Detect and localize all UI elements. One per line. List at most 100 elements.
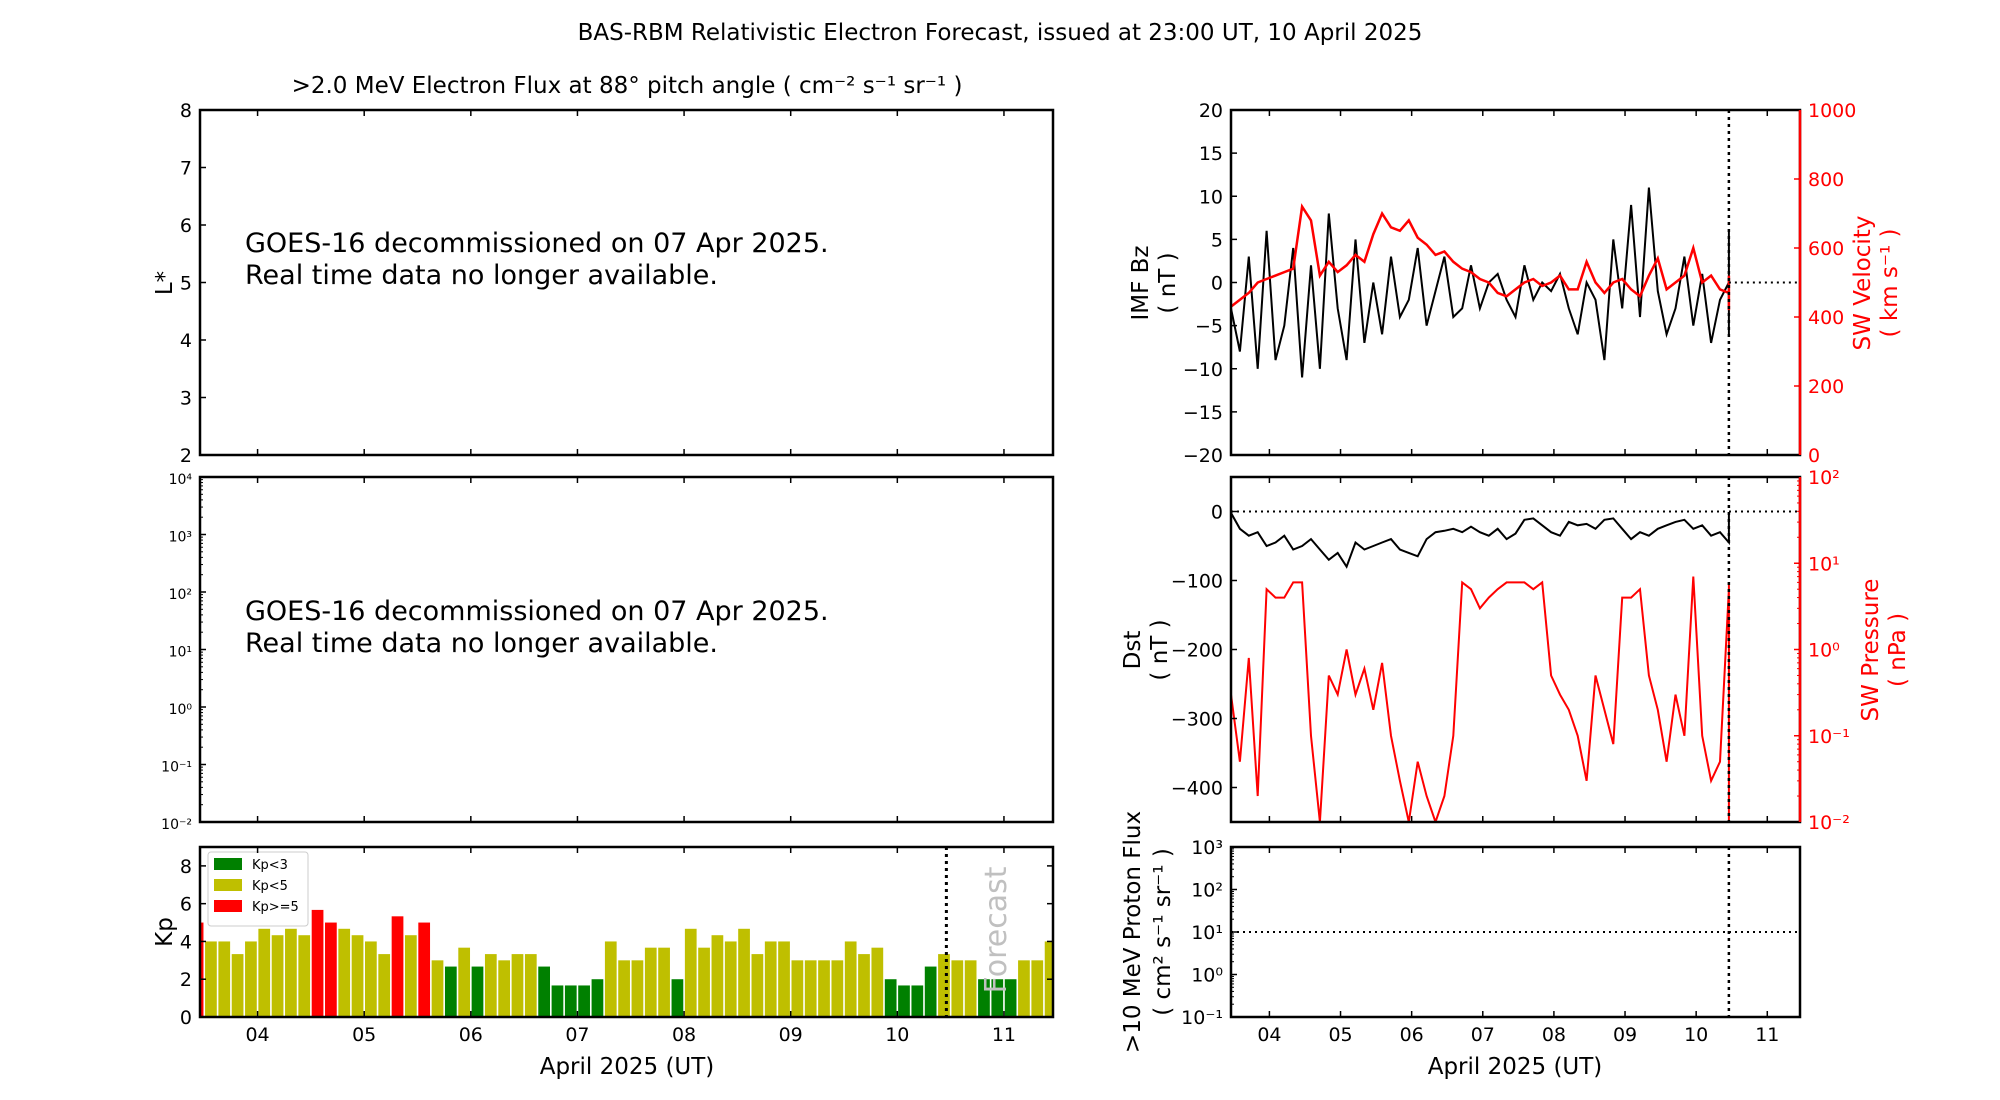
x-label-right: April 2025 (UT) bbox=[1428, 1054, 1603, 1080]
y-tick-label: 10³ bbox=[1191, 837, 1223, 859]
y-tick-label: 6 bbox=[180, 894, 192, 916]
kp-bar bbox=[938, 954, 950, 1017]
kp-bar bbox=[471, 966, 484, 1017]
y-axis-proton-flux: 10⁻¹ 10⁰ 10¹ 10² 10³ bbox=[1181, 837, 1237, 1029]
y-label-proton-flux-unit: ( cm² s⁻¹ sr⁻¹ ) bbox=[1150, 848, 1176, 1016]
y-label-imf-bz: IMF Bz bbox=[1128, 245, 1154, 320]
y-label-proton-flux: >10 MeV Proton Flux bbox=[1120, 811, 1146, 1053]
kp-bar bbox=[1004, 979, 1017, 1017]
y-tick-label: 10⁰ bbox=[1808, 640, 1840, 662]
y-tick-label: 10⁰ bbox=[1191, 965, 1223, 987]
kp-bar bbox=[524, 954, 537, 1017]
plot-frame-kp bbox=[198, 845, 1055, 1019]
kp-bar bbox=[618, 960, 630, 1017]
kp-bar bbox=[285, 928, 297, 1017]
y-tick-label: 0 bbox=[1211, 502, 1223, 524]
y-tick-label: 3 bbox=[180, 388, 192, 410]
y-axis-kp: 0 2 4 6 8 bbox=[180, 856, 1053, 1029]
kp-bar bbox=[791, 960, 804, 1017]
notice-line-1: GOES-16 decommissioned on 07 Apr 2025. bbox=[245, 596, 829, 627]
x-axis-kp: 04 05 06 07 08 09 10 11 bbox=[245, 847, 1016, 1046]
y-tick-label: 5 bbox=[1211, 229, 1223, 251]
kp-bar bbox=[431, 960, 444, 1017]
y2-label-sw-pressure: SW Pressure bbox=[1858, 579, 1884, 722]
kp-bar bbox=[1018, 960, 1030, 1017]
kp-bar bbox=[551, 985, 564, 1017]
plot-frame-goes bbox=[198, 475, 1055, 824]
y-tick-label: 10¹ bbox=[1191, 922, 1223, 944]
y-tick-label: 2 bbox=[180, 445, 192, 467]
panel-electron-flux-lstar: >2.0 MeV Electron Flux at 88° pitch angl… bbox=[152, 73, 1055, 467]
kp-bar bbox=[258, 928, 271, 1017]
y-label-dst-unit: ( nT ) bbox=[1147, 619, 1173, 680]
x-tick-label: 06 bbox=[1400, 1024, 1424, 1046]
kp-bar bbox=[511, 954, 524, 1017]
y-tick-label: −200 bbox=[1171, 640, 1223, 662]
plot-frame-lstar bbox=[198, 108, 1055, 457]
kp-bars bbox=[200, 909, 1053, 1017]
y-tick-label: 8 bbox=[180, 100, 192, 122]
kp-bar bbox=[644, 947, 657, 1017]
kp-bar bbox=[711, 935, 724, 1017]
kp-bar bbox=[671, 979, 684, 1017]
x-tick-label: 08 bbox=[1542, 1024, 1566, 1046]
kp-bar bbox=[911, 985, 924, 1017]
notice-line-2: Real time data no longer available. bbox=[245, 628, 718, 659]
kp-bar bbox=[818, 960, 830, 1017]
x-tick-label: 10 bbox=[885, 1024, 909, 1046]
y-tick-label: 1000 bbox=[1808, 100, 1856, 122]
x-tick-label: 07 bbox=[1471, 1024, 1495, 1046]
notice-line-2: Real time data no longer available. bbox=[245, 260, 718, 291]
kp-bar bbox=[631, 960, 644, 1017]
kp-bar bbox=[778, 941, 790, 1017]
forecast-label: Forecast bbox=[979, 866, 1014, 993]
y2-label-sw-velocity: SW Velocity bbox=[1850, 216, 1876, 351]
series-sw-velocity bbox=[1231, 203, 1731, 311]
kp-bar bbox=[844, 941, 857, 1017]
y2-label-sw-pressure-unit: ( nPa ) bbox=[1885, 613, 1911, 687]
kp-bar bbox=[218, 941, 231, 1017]
y-tick-label: 0 bbox=[180, 1007, 192, 1029]
kp-bar bbox=[1031, 960, 1044, 1017]
kp-bar bbox=[484, 954, 497, 1017]
kp-bar bbox=[684, 928, 697, 1017]
kp-bar bbox=[378, 954, 391, 1017]
series-sw-pressure bbox=[1231, 576, 1730, 822]
y-tick-label: 400 bbox=[1808, 307, 1844, 329]
panel-title-electron-flux: >2.0 MeV Electron Flux at 88° pitch angl… bbox=[292, 73, 963, 99]
kp-bar bbox=[325, 922, 337, 1017]
y-tick-label: 10 bbox=[1199, 186, 1223, 208]
kp-bar bbox=[924, 966, 937, 1017]
y-tick-label: 10⁻¹ bbox=[1808, 726, 1850, 748]
kp-bar bbox=[271, 935, 284, 1017]
x-tick-label: 09 bbox=[1613, 1024, 1637, 1046]
x-label-left: April 2025 (UT) bbox=[540, 1054, 715, 1080]
legend-swatch-kp-lt-3 bbox=[214, 858, 242, 870]
panel-imf-bz-sw-velocity: −20 −15 −10 −5 0 5 10 15 20 0 200 400 600 800 1000 IM… bbox=[1128, 100, 1903, 467]
kp-bar bbox=[591, 979, 604, 1017]
x-tick-label: 11 bbox=[1755, 1024, 1779, 1046]
figure-title: BAS-RBM Relativistic Electron Forecast, … bbox=[578, 20, 1423, 46]
y2-axis-sw-velocity: 0 200 400 600 800 1000 bbox=[1794, 100, 1856, 467]
x-tick-label: 05 bbox=[1328, 1024, 1352, 1046]
kp-bar bbox=[205, 941, 217, 1017]
kp-bar bbox=[658, 947, 670, 1017]
y-tick-label: 10² bbox=[1191, 880, 1223, 902]
panel-kp: 0 2 4 6 8 Forecast Kp Kp<3 Kp<5 Kp>=5 04 05 06… bbox=[152, 845, 1055, 1080]
kp-bar bbox=[338, 928, 351, 1017]
kp-bar bbox=[884, 979, 897, 1017]
kp-bar bbox=[365, 941, 377, 1017]
kp-bar bbox=[444, 966, 457, 1017]
legend-swatch-kp-ge-5 bbox=[214, 900, 242, 912]
y-tick-label: 6 bbox=[180, 215, 192, 237]
plot-frame-proton bbox=[1229, 845, 1802, 1019]
kp-bar bbox=[231, 954, 244, 1017]
kp-bar bbox=[831, 960, 844, 1017]
x-axis-proton: 04 05 06 07 08 09 10 11 bbox=[1257, 847, 1779, 1046]
x-tick-label: 04 bbox=[1257, 1024, 1281, 1046]
kp-bar bbox=[951, 960, 964, 1017]
y-tick-label: 10² bbox=[1808, 467, 1840, 489]
kp-bar bbox=[458, 947, 471, 1017]
x-tick-label: 05 bbox=[352, 1024, 376, 1046]
